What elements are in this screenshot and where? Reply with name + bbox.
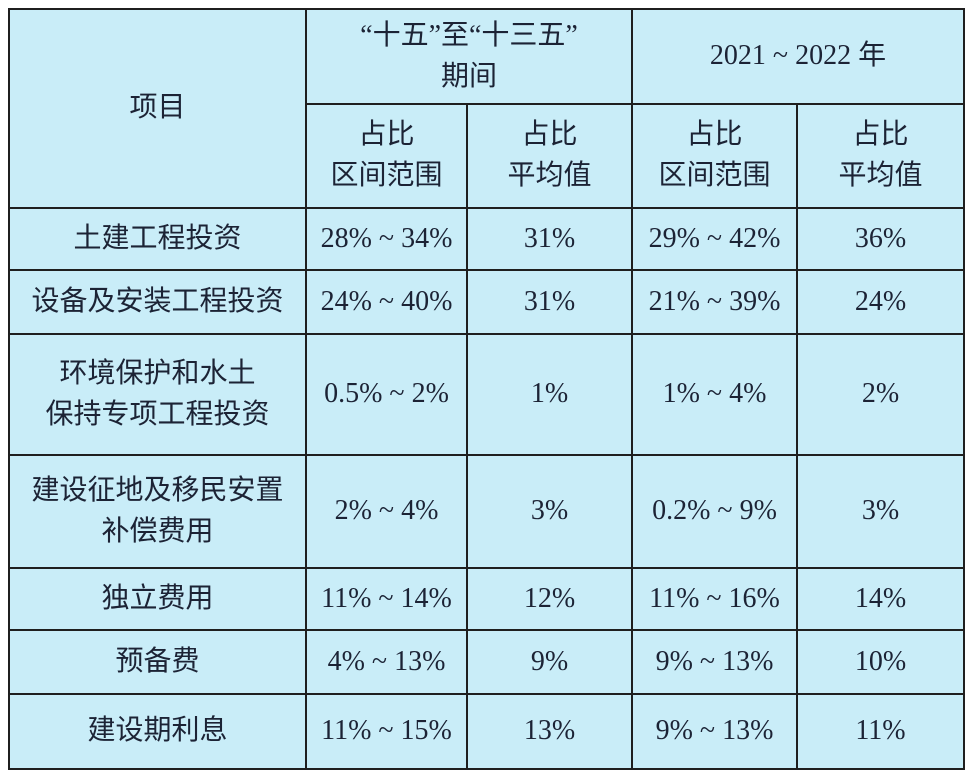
table-row: 建设期利息 11% ~ 15% 13% 9% ~ 13% 11% — [8, 693, 965, 770]
table-row: 设备及安装工程投资 24% ~ 40% 31% 21% ~ 39% 24% — [8, 269, 965, 335]
cell-range-2: 9% ~ 13% — [631, 693, 798, 770]
header-item-column: 项目 — [8, 8, 307, 209]
table-subheader-row: 占比 区间范围 占比 平均值 占比 区间范围 占比 平均值 — [9, 103, 965, 209]
cell-range-2: 1% ~ 4% — [631, 333, 798, 456]
cell-average-2: 36% — [796, 207, 965, 271]
cell-range-1: 28% ~ 34% — [305, 207, 468, 271]
row-label: 预备费 — [8, 629, 307, 695]
row-label: 环境保护和水土 保持专项工程投资 — [8, 333, 307, 456]
table-header-group-row: 项目 “十五”至“十三五” 期间 2021 ~ 2022 年 — [8, 8, 965, 209]
cell-average-1: 31% — [466, 269, 633, 335]
cell-range-2: 9% ~ 13% — [631, 629, 798, 695]
cell-range-2: 29% ~ 42% — [631, 207, 798, 271]
row-label: 独立费用 — [8, 567, 307, 631]
subheader-ratio-average-2: 占比 平均值 — [796, 103, 965, 209]
cell-range-1: 11% ~ 15% — [305, 693, 468, 770]
cell-average-2: 3% — [796, 454, 965, 569]
cell-range-1: 11% ~ 14% — [305, 567, 468, 631]
cell-average-1: 3% — [466, 454, 633, 569]
cell-average-2: 2% — [796, 333, 965, 456]
cell-average-2: 11% — [796, 693, 965, 770]
cell-range-1: 0.5% ~ 2% — [305, 333, 468, 456]
cell-average-1: 31% — [466, 207, 633, 271]
cell-average-1: 1% — [466, 333, 633, 456]
cell-average-1: 9% — [466, 629, 633, 695]
cell-average-1: 13% — [466, 693, 633, 770]
table-row: 独立费用 11% ~ 14% 12% 11% ~ 16% 14% — [8, 567, 965, 631]
subheader-ratio-range-2: 占比 区间范围 — [631, 103, 798, 209]
cost-proportion-table: 项目 “十五”至“十三五” 期间 2021 ~ 2022 年 占比 区间范围 占… — [8, 8, 965, 770]
cell-average-2: 24% — [796, 269, 965, 335]
cell-average-2: 10% — [796, 629, 965, 695]
row-label: 土建工程投资 — [8, 207, 307, 271]
table-row: 预备费 4% ~ 13% 9% 9% ~ 13% 10% — [8, 629, 965, 695]
subheader-ratio-range-1: 占比 区间范围 — [305, 103, 468, 209]
cell-average-2: 14% — [796, 567, 965, 631]
subheader-ratio-average-1: 占比 平均值 — [466, 103, 633, 209]
cell-range-2: 21% ~ 39% — [631, 269, 798, 335]
cell-range-2: 11% ~ 16% — [631, 567, 798, 631]
header-group-period-2021-2022: 2021 ~ 2022 年 — [631, 8, 965, 105]
cell-average-1: 12% — [466, 567, 633, 631]
header-group-period-15th-to-13th: “十五”至“十三五” 期间 — [305, 8, 633, 105]
table-row: 环境保护和水土 保持专项工程投资 0.5% ~ 2% 1% 1% ~ 4% 2% — [8, 333, 965, 456]
cell-range-1: 2% ~ 4% — [305, 454, 468, 569]
cell-range-2: 0.2% ~ 9% — [631, 454, 798, 569]
cell-range-1: 4% ~ 13% — [305, 629, 468, 695]
row-label: 建设征地及移民安置 补偿费用 — [8, 454, 307, 569]
row-label: 设备及安装工程投资 — [8, 269, 307, 335]
cell-range-1: 24% ~ 40% — [305, 269, 468, 335]
table-row: 建设征地及移民安置 补偿费用 2% ~ 4% 3% 0.2% ~ 9% 3% — [8, 454, 965, 569]
row-label: 建设期利息 — [8, 693, 307, 770]
table-row: 土建工程投资 28% ~ 34% 31% 29% ~ 42% 36% — [8, 207, 965, 271]
